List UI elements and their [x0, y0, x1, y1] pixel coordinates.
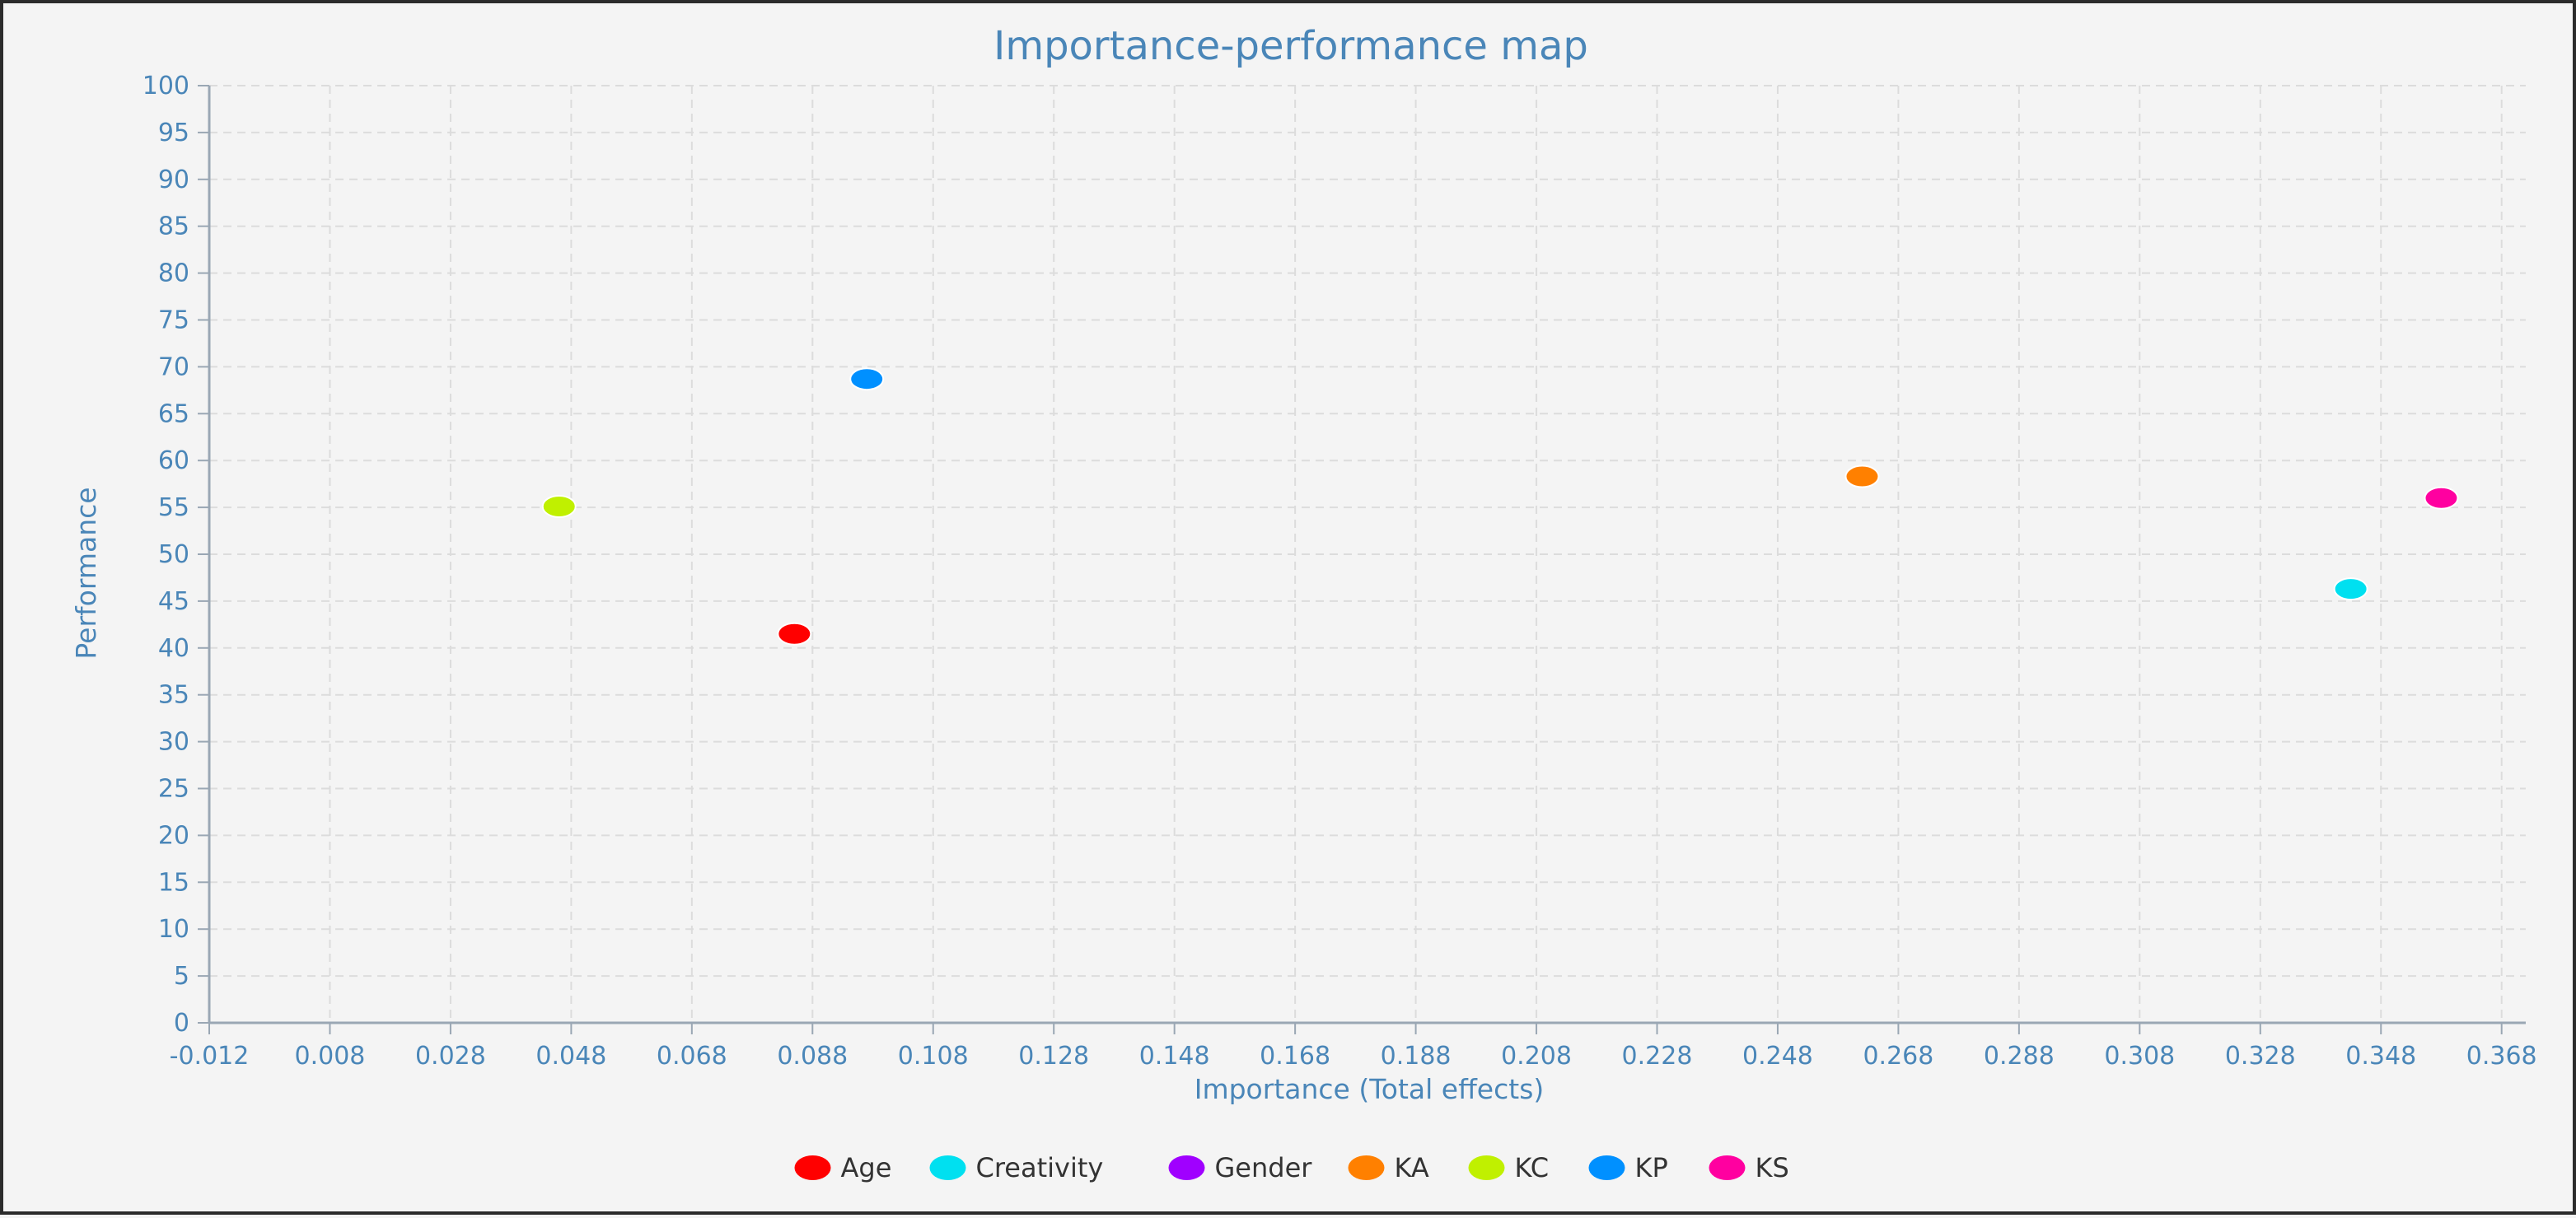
legend-item-creativity[interactable]: Creativity [929, 1152, 1104, 1183]
legend-label: Creativity [976, 1152, 1104, 1183]
x-tick-label: 0.168 [1260, 1042, 1330, 1071]
x-axis-label: Importance (Total effects) [1194, 1073, 1545, 1105]
legend-marker [1468, 1155, 1505, 1180]
x-tick-label: 0.228 [1622, 1042, 1693, 1071]
y-tick-label: 60 [158, 446, 189, 475]
x-tick-label: 0.008 [295, 1042, 366, 1071]
x-tick-label: 0.048 [535, 1042, 606, 1071]
legend-marker [929, 1155, 966, 1180]
x-tick-label: 0.208 [1501, 1042, 1572, 1071]
x-tick-label: 0.348 [2345, 1042, 2416, 1071]
x-tick-label: 0.088 [777, 1042, 848, 1071]
point-creativity[interactable] [2333, 577, 2368, 601]
legend: Age Creativity Gender KA KC KP KS [794, 1152, 1789, 1183]
axes [198, 85, 2526, 1034]
point-ks[interactable] [2424, 486, 2459, 510]
legend-marker [1348, 1155, 1385, 1180]
x-tick-label: 0.248 [1742, 1042, 1813, 1071]
y-tick-label: 75 [158, 306, 189, 335]
y-tick-label: 30 [158, 728, 189, 757]
legend-item-ks[interactable]: KS [1709, 1152, 1789, 1183]
x-tick-label: 0.128 [1018, 1042, 1089, 1071]
y-tick-label: 45 [158, 587, 189, 616]
legend-marker [794, 1155, 831, 1180]
point-kp[interactable] [849, 367, 885, 391]
point-ka[interactable] [1844, 464, 1880, 488]
y-tick-label: 40 [158, 634, 189, 663]
legend-item-kc[interactable]: KC [1468, 1152, 1550, 1183]
x-tick-label: 0.148 [1139, 1042, 1210, 1071]
legend-label: Gender [1215, 1152, 1313, 1183]
legend-item-ka[interactable]: KA [1348, 1152, 1429, 1183]
legend-label: KS [1756, 1152, 1789, 1183]
legend-label: KC [1515, 1152, 1550, 1183]
x-tick-label: 0.188 [1381, 1042, 1452, 1071]
y-tick-label: 10 [158, 915, 189, 944]
y-tick-label: 25 [158, 775, 189, 804]
y-tick-label: 100 [143, 72, 189, 100]
y-tick-label: 5 [174, 962, 189, 991]
y-tick-label: 35 [158, 681, 189, 710]
grid [209, 85, 2526, 1023]
legend-label: KP [1635, 1152, 1668, 1183]
chart-title: Importance-performance map [993, 23, 1588, 69]
legend-label: Age [841, 1152, 892, 1183]
legend-label: KA [1395, 1152, 1429, 1183]
y-tick-label: 95 [158, 119, 189, 147]
legend-item-kp[interactable]: KP [1588, 1152, 1668, 1183]
y-tick-label: 50 [158, 540, 189, 569]
y-tick-label: 85 [158, 212, 189, 241]
y-tick-label: 55 [158, 493, 189, 522]
x-tick-label: 0.308 [2104, 1042, 2175, 1071]
y-tick-label: 0 [174, 1009, 189, 1038]
x-tick-label: 0.268 [1863, 1042, 1933, 1071]
x-tick-label: 0.068 [657, 1042, 727, 1071]
x-tick-labels: -0.012 0.008 0.028 0.048 0.068 0.088 0.108 0.12… [170, 1042, 2537, 1071]
x-tick-label: 0.108 [898, 1042, 969, 1071]
point-age[interactable] [777, 622, 812, 646]
y-tick-label: 90 [158, 166, 189, 194]
y-tick-label: 20 [158, 821, 189, 850]
x-tick-label: 0.288 [1984, 1042, 2055, 1071]
y-tick-label: 65 [158, 399, 189, 428]
point-kc[interactable] [541, 494, 577, 518]
x-tick-label: 0.368 [2466, 1042, 2537, 1071]
legend-marker [1588, 1155, 1625, 1180]
legend-marker [1709, 1155, 1746, 1180]
legend-item-gender[interactable]: Gender [1168, 1152, 1313, 1183]
y-tick-labels: 0 5 10 15 20 25 30 35 40 45 50 55 60 65 70 75 80 85 90 95 10… [143, 72, 189, 1038]
y-axis-label: Performance [70, 487, 102, 659]
x-tick-label: 0.328 [2225, 1042, 2296, 1071]
x-tick-label: -0.012 [170, 1042, 250, 1071]
data-points [541, 367, 2459, 646]
legend-marker [1168, 1155, 1205, 1180]
y-tick-label: 80 [158, 259, 189, 288]
y-tick-label: 15 [158, 868, 189, 897]
scatter-chart: Importance-performance map -0.012 0.008 0.… [70, 23, 2537, 1183]
x-tick-label: 0.028 [415, 1042, 486, 1071]
legend-item-age[interactable]: Age [794, 1152, 892, 1183]
y-tick-label: 70 [158, 352, 189, 381]
